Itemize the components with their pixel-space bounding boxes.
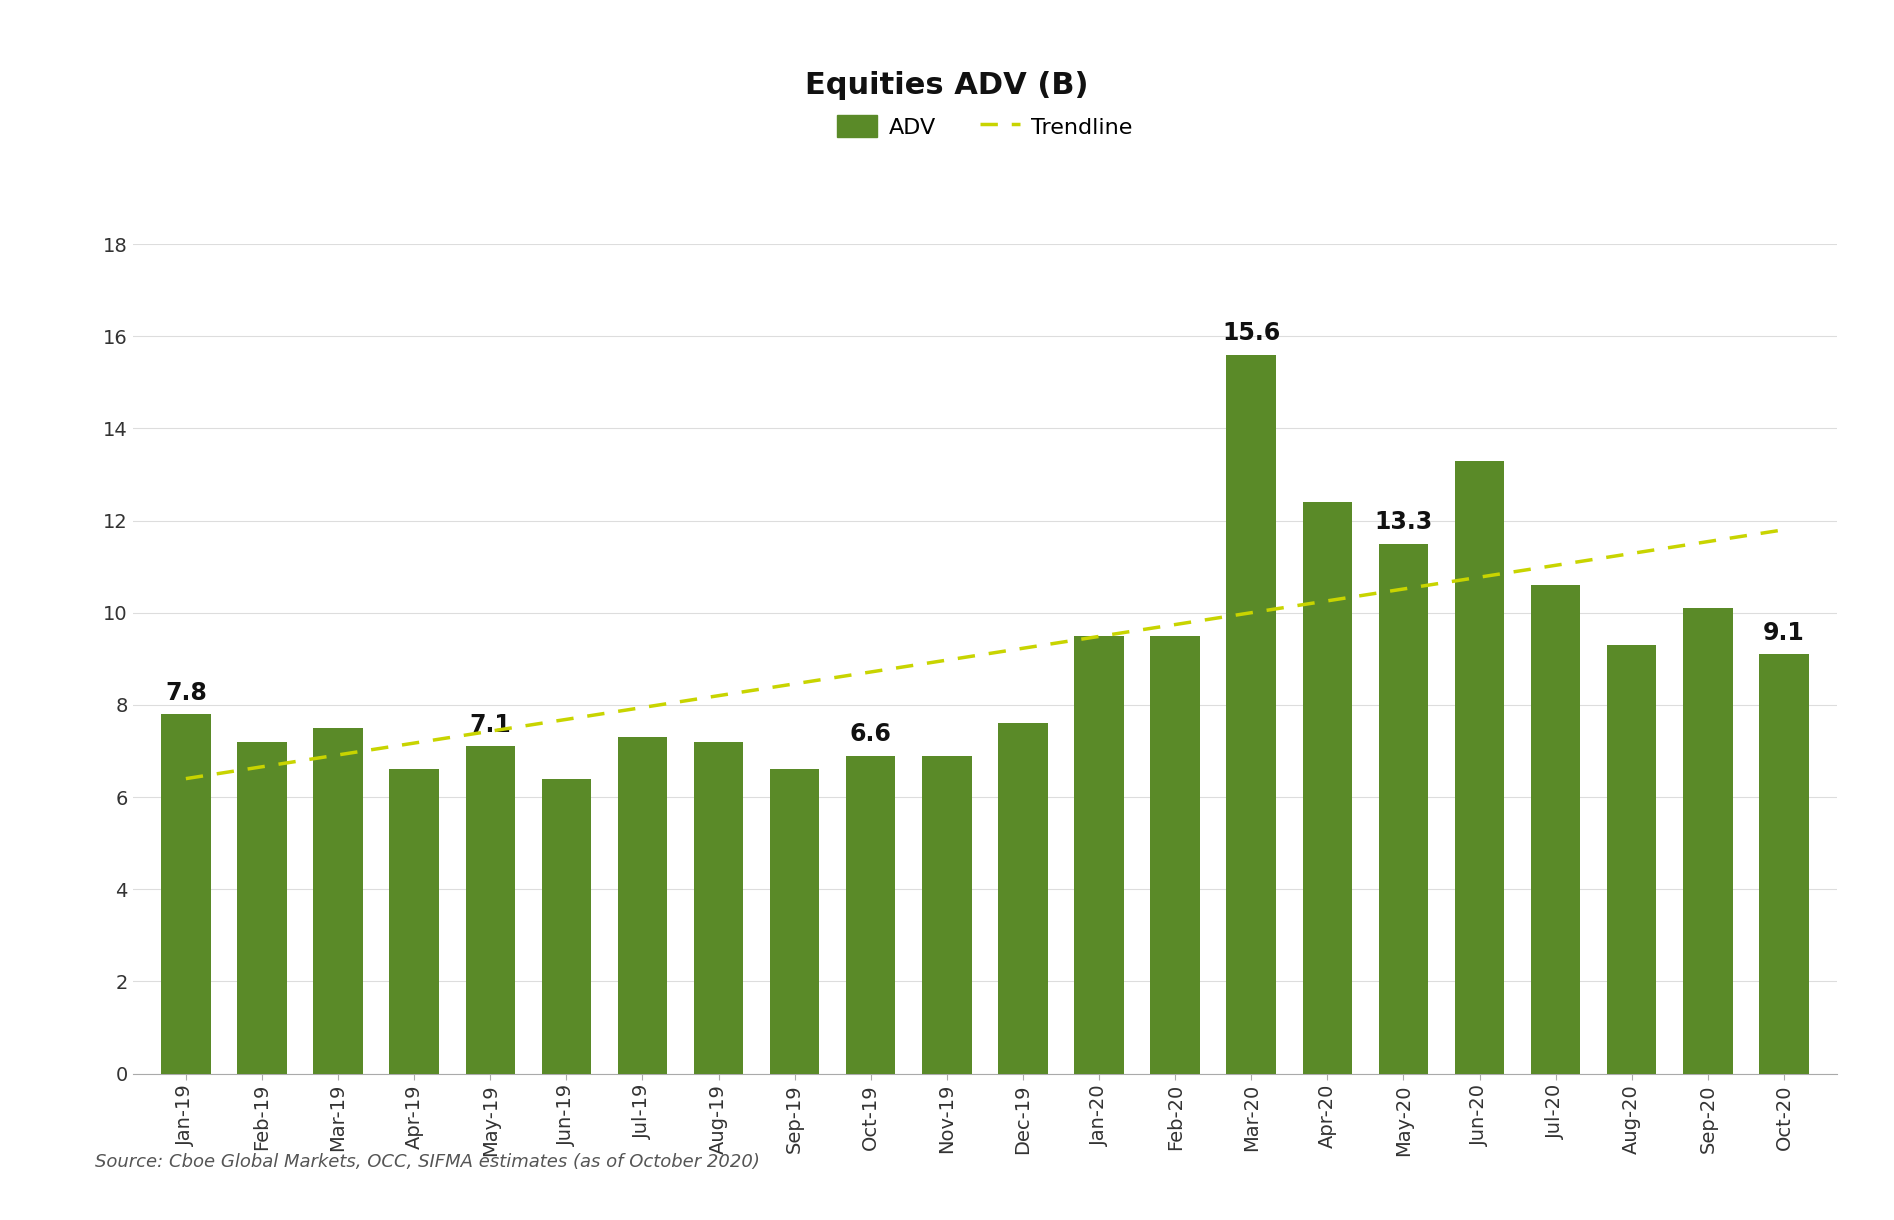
Bar <box>1530 586 1580 1074</box>
Bar <box>1227 355 1277 1074</box>
Bar <box>847 755 896 1074</box>
Text: 6.6: 6.6 <box>850 722 892 747</box>
Bar <box>922 755 972 1074</box>
Bar <box>390 770 439 1074</box>
Text: 7.1: 7.1 <box>470 714 511 737</box>
Bar <box>998 723 1047 1074</box>
Text: Equities ADV (B): Equities ADV (B) <box>805 71 1089 100</box>
Bar <box>161 714 210 1074</box>
Text: 13.3: 13.3 <box>1375 510 1432 534</box>
Legend: ADV, Trendline: ADV, Trendline <box>828 106 1142 146</box>
Text: Source: Cboe Global Markets, OCC, SIFMA estimates (as of October 2020): Source: Cboe Global Markets, OCC, SIFMA … <box>95 1153 759 1171</box>
Bar <box>542 778 591 1074</box>
Bar <box>1150 636 1201 1074</box>
Text: 15.6: 15.6 <box>1222 321 1280 345</box>
Bar <box>1379 544 1428 1074</box>
Bar <box>1074 636 1123 1074</box>
Text: 7.8: 7.8 <box>165 681 206 705</box>
Bar <box>237 742 286 1074</box>
Bar <box>1760 654 1809 1074</box>
Bar <box>769 770 820 1074</box>
Text: 9.1: 9.1 <box>1763 621 1805 645</box>
Bar <box>1303 503 1352 1074</box>
Bar <box>313 728 364 1074</box>
Bar <box>466 747 515 1074</box>
Bar <box>1606 645 1657 1074</box>
Bar <box>693 742 742 1074</box>
Bar <box>1455 461 1504 1074</box>
Bar <box>617 737 667 1074</box>
Bar <box>1684 608 1733 1074</box>
